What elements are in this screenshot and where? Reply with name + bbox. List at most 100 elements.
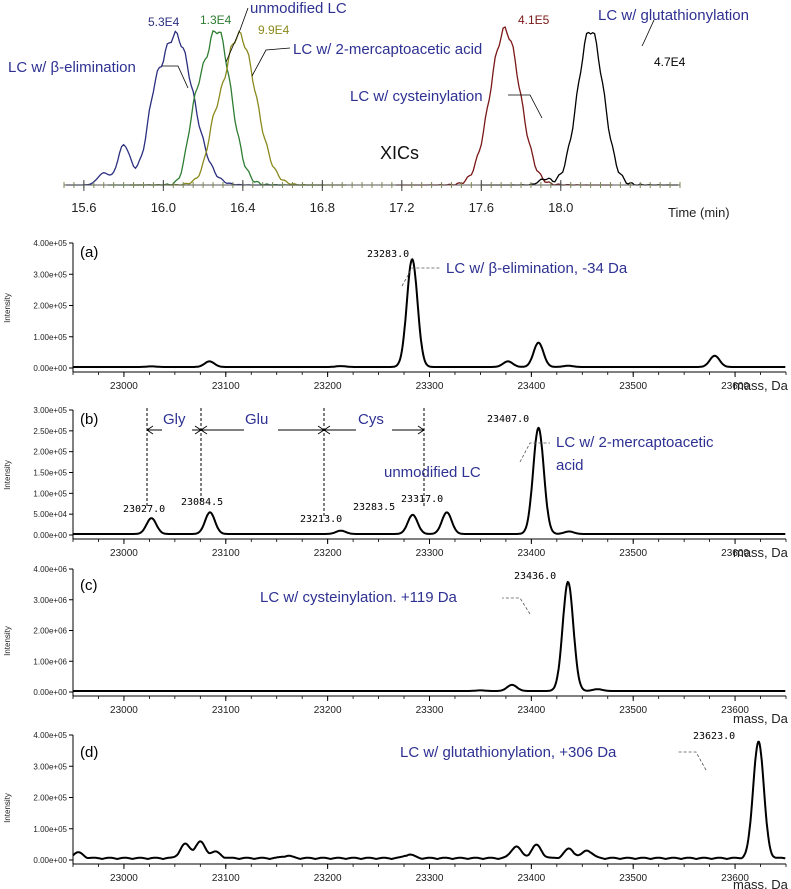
panel-d-leader [678,751,707,771]
panel-b-annotation-1: LC w/ 2-mercaptoacetic [556,434,714,451]
gap-label-glu: Glu [245,411,268,428]
y-tick-label: 4.00e+06 [33,565,67,574]
spectrum-trace [72,740,786,860]
panel-a-leader [401,267,440,287]
panel-c-annotation: LC w/ cysteinylation. +119 Da [260,589,458,606]
panel-c-label: (c) [80,577,98,594]
xic-xlabel: Time (min) [668,205,730,220]
leader-unmod [225,7,249,63]
x-tick-label: 23000 [110,705,138,716]
gap-bg-gly [162,420,192,438]
x-tick-label: 23000 [110,381,138,392]
panel-d-annotation: LC w/ glutathionylation, +306 Da [400,744,617,761]
y-tick-label: 2.00e+05 [33,302,67,311]
xic-ticks: 15.6 16.0 16.4 16.8 17.2 17.6 18.0 [63,180,681,215]
panel-b-leader [519,442,550,463]
xic-title: XICs [380,143,419,163]
x-tick-label: 23400 [517,705,545,716]
x-tick-label: 23000 [110,873,138,884]
panel-a-peak-23283: 23283.0 [367,249,409,260]
panel-b-annotation-unmod: unmodified LC [384,464,481,481]
mass-panel: 0.00e+00 1.00e+06 2.00e+06 3.00e+06 4.00e+06… [33,565,787,716]
xic-tick-label: 16.8 [310,200,335,215]
xic-tick-label: 16.0 [151,200,176,215]
leader-beta [162,65,189,89]
x-tick-label: 23200 [314,548,342,559]
xic-intensity-mercapto: 9.9E4 [258,23,290,37]
leader-glut [641,19,655,47]
x-tick-label: 23400 [517,381,545,392]
y-tick-label: 1.50e+05 [33,469,67,478]
gap-bg-glu [244,420,278,438]
xic-tick-label: 17.2 [389,200,414,215]
x-tick-label: 23100 [212,705,240,716]
panel-d-ylabel: Intensity [3,793,12,823]
panel-b-annotation-2: acid [556,457,584,474]
leader-mercapto [251,47,291,77]
panel-c-peak-23436: 23436.0 [514,571,556,582]
y-tick-label: 3.00e+06 [33,596,67,605]
y-tick-label: 1.00e+05 [33,489,67,498]
panel-b-label: (b) [80,411,98,428]
y-tick-label: 5.00e+04 [33,510,67,519]
peak-23317: 23317.0 [401,494,443,505]
y-tick-label: 2.00e+05 [33,794,67,803]
panel-c-xlabel: mass, Da [733,711,789,726]
y-tick-label: 0.00e+00 [33,856,67,865]
panel-d-xlabel: mass, Da [733,877,789,889]
x-tick-label: 23600 [721,381,749,392]
peak-23407: 23407.0 [487,414,529,425]
peak-23084: 23084.5 [181,497,223,508]
x-tick-label: 23300 [416,705,444,716]
x-tick-label: 23300 [416,873,444,884]
xic-tick-label: 15.6 [71,200,96,215]
panel-a-xlabel: mass, Da [733,378,789,393]
y-tick-label: 3.00e+05 [33,406,67,415]
xic-label-unmod: unmodified LC [250,0,347,17]
x-tick-label: 23300 [416,381,444,392]
xic-intensity-glut: 4.7E4 [654,55,686,69]
xic-trace [481,31,678,186]
x-tick-label: 23500 [619,873,647,884]
xic-panel: 15.6 16.0 16.4 16.8 17.2 17.6 18.0 Time (min) … [8,0,749,220]
peak-23213: 23213.0 [300,514,342,525]
x-tick-label: 23400 [517,548,545,559]
panel-d-peak-23623: 23623.0 [693,731,735,742]
y-tick-label: 1.00e+05 [33,825,67,834]
x-tick-label: 23400 [517,873,545,884]
xic-intensity-unmod: 1.3E4 [200,13,232,27]
gap-markers: Gly Glu Cys [146,408,425,518]
y-tick-label: 2.00e+05 [33,448,67,457]
x-tick-label: 23200 [314,873,342,884]
x-tick-label: 23000 [110,548,138,559]
x-tick-label: 23100 [212,381,240,392]
x-tick-label: 23500 [619,705,647,716]
x-tick-label: 23600 [721,548,749,559]
x-tick-label: 23100 [212,873,240,884]
y-tick-label: 1.00e+05 [33,333,67,342]
x-tick-label: 23100 [212,548,240,559]
mass-spectra: 0.00e+00 1.00e+05 2.00e+05 3.00e+05 4.00e+05… [33,239,787,884]
x-tick-label: 23300 [416,548,444,559]
xic-label-beta: LC w/ β-elimination [8,59,136,76]
x-tick-label: 23200 [314,381,342,392]
panel-a-annotation: LC w/ β-elimination, -34 Da [446,260,628,277]
y-tick-label: 1.00e+06 [33,657,67,666]
panel-b-xlabel: mass, Da [733,545,789,560]
y-tick-label: 3.00e+05 [33,762,67,771]
spectrum-trace [72,426,786,535]
panel-c-ylabel: Intensity [3,626,12,656]
peak-23027: 23027.0 [123,504,165,515]
spectrum-trace [72,580,786,692]
y-tick-label: 0.00e+00 [33,531,67,540]
y-tick-label: 0.00e+00 [33,364,67,373]
y-tick-label: 3.00e+05 [33,270,67,279]
mass-panel: 0.00e+00 1.00e+05 2.00e+05 3.00e+05 4.00e+05… [33,731,787,884]
y-tick-label: 4.00e+05 [33,731,67,740]
xic-trace [66,30,283,186]
x-tick-label: 23600 [721,705,749,716]
panel-d-label: (d) [80,744,98,761]
gap-bg-cys [356,420,392,438]
panel-a-ylabel: Intensity [3,293,12,323]
spectrum-trace [72,258,786,368]
